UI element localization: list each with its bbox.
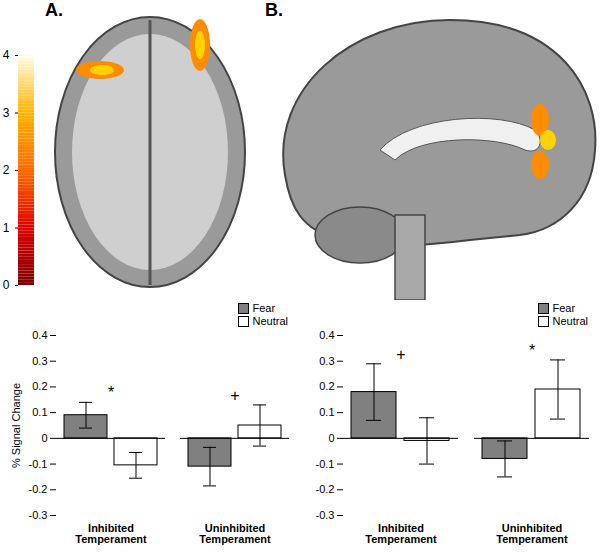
svg-text:0.1: 0.1 [319, 406, 334, 418]
svg-text:0.3: 0.3 [319, 355, 334, 367]
svg-text:0.1: 0.1 [32, 406, 47, 418]
html-text:Fear: Fear [252, 302, 276, 314]
svg-text:0: 0 [328, 432, 334, 444]
svg-text:1: 1 [3, 221, 10, 235]
svg-text:0: 0 [3, 278, 10, 292]
svg-text:0: 0 [41, 432, 47, 444]
svg-text:3: 3 [3, 106, 10, 120]
html-text:Neutral: Neutral [552, 315, 588, 327]
svg-text:0.4: 0.4 [32, 329, 47, 341]
html-text:Neutral: Neutral [252, 315, 288, 327]
svg-text:-0.1: -0.1 [316, 458, 335, 470]
html-text:Fear: Fear [552, 302, 576, 314]
svg-text:UninhibitedTemperament: UninhibitedTemperament [496, 522, 568, 545]
svg-text:0.2: 0.2 [319, 380, 334, 392]
svg-text:4: 4 [3, 48, 10, 62]
svg-text:-0.3: -0.3 [29, 509, 48, 521]
svg-text:-0.1: -0.1 [29, 458, 48, 470]
svg-text:-0.2: -0.2 [29, 483, 48, 495]
svg-text:+: + [230, 387, 239, 404]
html-text:A.: A. [45, 0, 63, 20]
svg-text:0.2: 0.2 [32, 380, 47, 392]
svg-text:+: + [396, 346, 405, 363]
svg-text:*: * [529, 342, 535, 359]
svg-text:UninhibitedTemperament: UninhibitedTemperament [199, 522, 271, 545]
html-text:B.: B. [265, 0, 283, 20]
svg-text:-0.3: -0.3 [316, 509, 335, 521]
svg-text:2: 2 [3, 163, 10, 177]
svg-text:InhibitedTemperament: InhibitedTemperament [365, 522, 437, 545]
svg-text:0.4: 0.4 [319, 329, 334, 341]
svg-text:0.3: 0.3 [32, 355, 47, 367]
svg-text:InhibitedTemperament: InhibitedTemperament [75, 522, 147, 545]
svg-text:% Signal Change: % Signal Change [10, 383, 22, 468]
svg-text:-0.2: -0.2 [316, 483, 335, 495]
svg-text:*: * [108, 384, 114, 401]
